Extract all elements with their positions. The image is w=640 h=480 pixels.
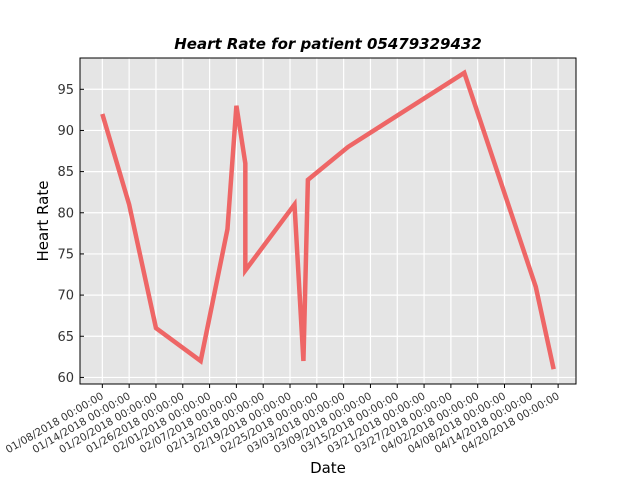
series-line <box>100 69 556 370</box>
y-tick-label: 85 <box>57 165 74 180</box>
y-tick-label: 70 <box>57 289 74 304</box>
chart-title: Heart Rate for patient 05479329432 <box>174 35 482 53</box>
y-axis-label: Heart Rate <box>34 181 52 262</box>
y-tick-label: 90 <box>57 124 74 139</box>
x-axis-label: Date <box>310 459 346 477</box>
y-tick-label: 65 <box>57 330 74 345</box>
plot-background <box>80 58 576 384</box>
y-tick-label: 95 <box>57 83 74 98</box>
y-tick-label: 60 <box>57 371 74 386</box>
plot-frame <box>79 57 577 385</box>
series-group <box>100 69 556 370</box>
y-tick-label: 80 <box>57 206 74 221</box>
grid <box>80 58 576 384</box>
y-tick-label: 75 <box>57 247 74 262</box>
